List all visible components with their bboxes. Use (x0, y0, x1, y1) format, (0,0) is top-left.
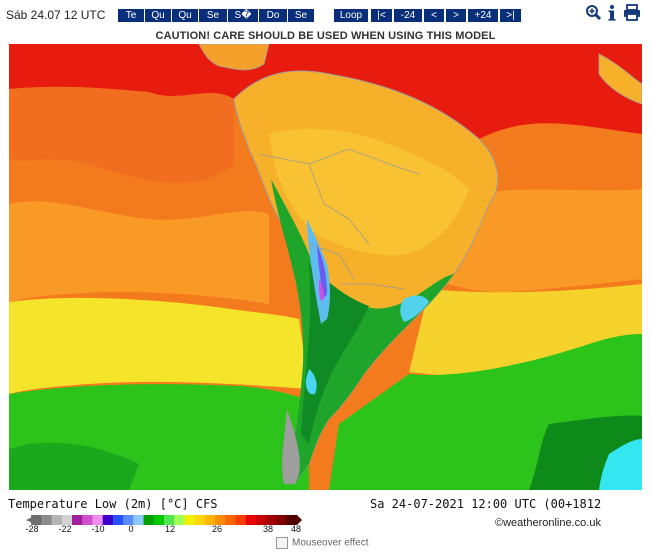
top-toolbar: Sáb 24.07 12 UTC Te Qu Qu Se S� Do Se Lo… (0, 0, 651, 28)
map-title: Temperature Low (2m) [°C] CFS (8, 497, 218, 511)
credit-text: ©weatheronline.co.uk (495, 517, 601, 529)
first-button[interactable]: |< (371, 9, 392, 22)
scale-swatch (266, 515, 277, 525)
color-scale (26, 515, 302, 525)
scale-swatch (112, 515, 124, 525)
scale-swatch (102, 515, 114, 525)
scale-swatch (143, 515, 155, 525)
scale-swatch (204, 515, 216, 525)
day-button-4[interactable]: Se (199, 9, 227, 22)
day-button-3[interactable]: Qu (172, 9, 198, 22)
scale-swatch (276, 515, 288, 525)
day-button-5[interactable]: S� (228, 9, 258, 22)
scale-swatch (286, 515, 298, 525)
scale-swatch (164, 515, 175, 525)
minus24-button[interactable]: -24 (394, 9, 422, 22)
prev-button[interactable]: < (424, 9, 444, 22)
day-button-7[interactable]: Se (288, 9, 314, 22)
plus24-button[interactable]: +24 (468, 9, 498, 22)
scale-swatch (256, 515, 267, 525)
scale-swatch (92, 515, 104, 525)
scale-swatch (41, 515, 52, 525)
mouseover-toggle[interactable]: Mouseover effect (276, 537, 369, 549)
zoom-in-icon[interactable] (585, 3, 603, 23)
scale-swatch (215, 515, 226, 525)
tick-label: 26 (211, 524, 223, 534)
loop-button[interactable]: Loop (334, 9, 368, 22)
day-button-6[interactable]: Do (259, 9, 287, 22)
scale-swatch (123, 515, 134, 525)
tick-label: 0 (128, 524, 134, 534)
temperature-field (9, 44, 642, 490)
scale-swatch (31, 515, 42, 525)
tick-label: 12 (164, 524, 176, 534)
temperature-map (9, 44, 642, 490)
scale-swatch (61, 515, 73, 525)
info-icon[interactable] (606, 3, 618, 23)
scale-swatch (184, 515, 196, 525)
scale-swatch (153, 515, 165, 525)
scale-swatch (72, 515, 83, 525)
print-icon[interactable] (622, 3, 642, 23)
tick-label: 38 (262, 524, 274, 534)
tick-label: 48 (290, 524, 302, 534)
valid-time: Sa 24-07-2021 12:00 UTC (00+1812 (370, 497, 602, 511)
scale-swatch (245, 515, 257, 525)
scale-swatch (82, 515, 93, 525)
scale-swatch (235, 515, 247, 525)
scale-swatch (194, 515, 206, 525)
scale-swatch (51, 515, 63, 525)
tick-label: -22 (58, 524, 72, 534)
scale-swatch (225, 515, 236, 525)
day-button-2[interactable]: Qu (145, 9, 171, 22)
day-button-1[interactable]: Te (118, 9, 144, 22)
caution-banner: CAUTION! CARE SHOULD BE USED WHEN USING … (155, 30, 496, 42)
scale-arrow-high (296, 515, 302, 525)
scale-swatch (174, 515, 185, 525)
date-label: Sáb 24.07 12 UTC (6, 8, 106, 22)
tick-label: -28 (25, 524, 39, 534)
next-button[interactable]: > (446, 9, 466, 22)
color-scale-ticks: -28 -22 -10 0 12 26 38 48 (0, 524, 320, 536)
last-button[interactable]: >| (500, 9, 521, 22)
mouseover-label: Mouseover effect (292, 537, 369, 549)
tick-label: -10 (91, 524, 105, 534)
mouseover-checkbox[interactable] (276, 537, 288, 549)
scale-swatch (133, 515, 144, 525)
